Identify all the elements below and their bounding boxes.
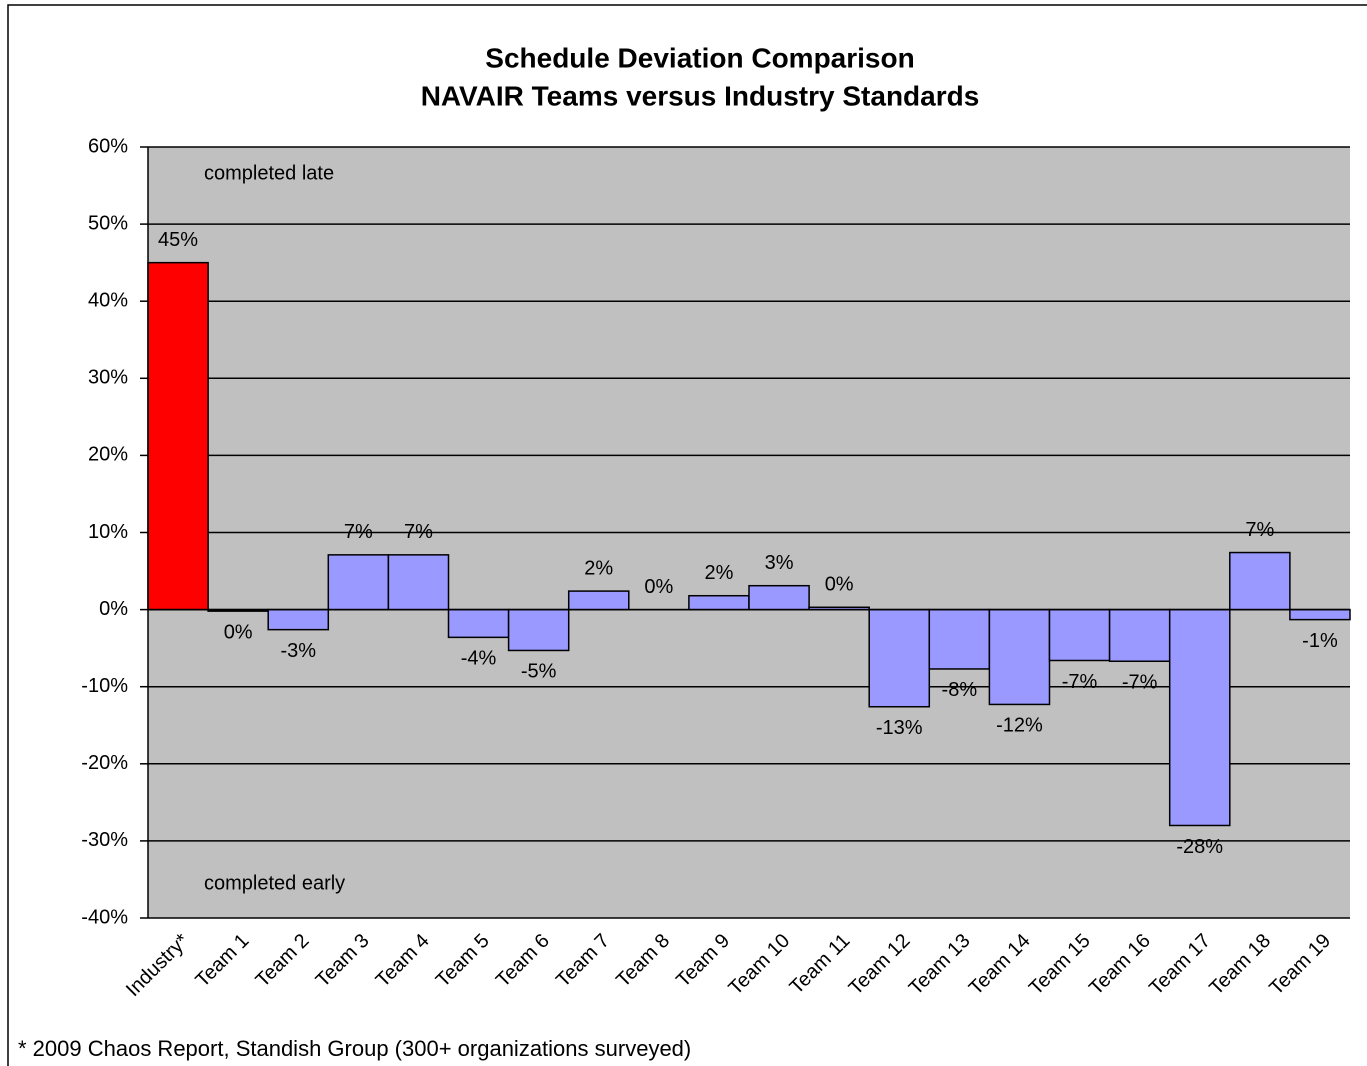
bar [1048, 608, 1111, 662]
data-label: 0% [644, 576, 673, 598]
bar [928, 608, 991, 670]
bar [988, 608, 1051, 706]
y-tick-label: -40% [81, 906, 128, 928]
y-tick-label: 20% [88, 444, 128, 466]
data-label: 7% [1245, 519, 1274, 541]
data-label: -7% [1062, 671, 1098, 693]
bar [1289, 608, 1351, 621]
data-label: -7% [1122, 672, 1158, 694]
bar [267, 608, 330, 631]
annotation: completed early [204, 872, 345, 894]
bar [327, 554, 390, 611]
bar [688, 594, 750, 611]
data-label: -5% [521, 661, 557, 683]
bar [748, 584, 810, 611]
y-tick-label: 50% [88, 212, 128, 234]
data-label: 45% [158, 229, 198, 251]
bar [1229, 551, 1291, 611]
data-label: -13% [876, 717, 923, 739]
data-label: -1% [1302, 630, 1338, 652]
chart-title: Schedule Deviation Comparison [485, 42, 914, 73]
data-label: 2% [704, 562, 733, 584]
footnote: * 2009 Chaos Report, Standish Group (300… [18, 1036, 691, 1061]
data-label: 7% [404, 521, 433, 543]
bar [1168, 608, 1231, 827]
data-label: 7% [344, 521, 373, 543]
bar [147, 261, 209, 611]
data-label: 2% [584, 557, 613, 579]
annotation: completed late [204, 162, 334, 184]
y-tick-label: 0% [99, 598, 128, 620]
y-tick-label: 60% [88, 135, 128, 157]
data-label: -4% [461, 648, 497, 670]
bar [447, 608, 510, 639]
data-label: -28% [1176, 836, 1223, 858]
data-label: 0% [224, 621, 253, 643]
y-tick-label: -10% [81, 675, 128, 697]
data-label: -3% [280, 640, 316, 662]
y-tick-label: 40% [88, 289, 128, 311]
bar [567, 590, 630, 611]
data-label: 0% [825, 574, 854, 596]
y-tick-label: 10% [88, 521, 128, 543]
data-label: -12% [996, 715, 1043, 737]
chart-subtitle: NAVAIR Teams versus Industry Standards [421, 80, 980, 111]
bar [387, 554, 450, 611]
y-tick-label: -30% [81, 829, 128, 851]
data-label: -8% [942, 679, 978, 701]
data-label: 3% [765, 552, 794, 574]
y-tick-label: 30% [88, 367, 128, 389]
bar [1108, 608, 1171, 663]
bar [868, 608, 931, 708]
y-tick-label: -20% [81, 752, 128, 774]
bar [507, 608, 570, 652]
